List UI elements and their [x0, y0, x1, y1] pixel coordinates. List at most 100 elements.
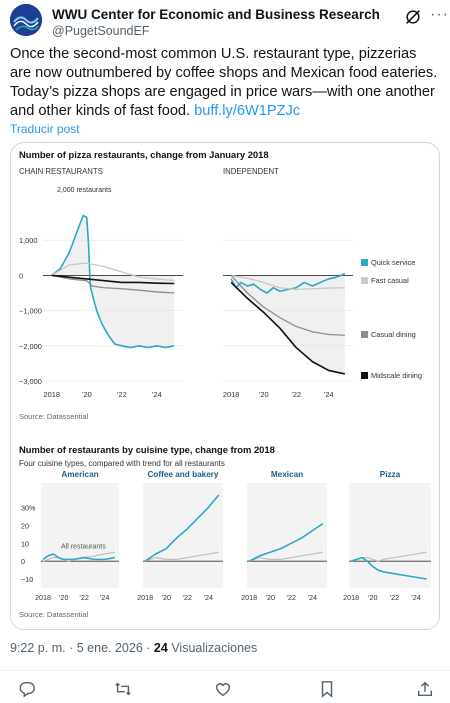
- independent-panel-label: INDEPENDENT: [223, 167, 279, 176]
- top-y-tick: 1,000: [19, 236, 38, 245]
- cuisine-series-line: [248, 522, 324, 562]
- cuisine-x-tick: ’24: [203, 593, 213, 602]
- post-image[interactable]: Number of pizza restaurants, change from…: [10, 142, 440, 630]
- cuisine-x-tick: ’20: [265, 593, 275, 602]
- chain-series-fast-casual: [51, 262, 175, 282]
- views-count: 24: [153, 641, 168, 655]
- cuisine-y-tick: 30%: [21, 504, 36, 513]
- cuisine-x-tick: 2018: [137, 593, 153, 602]
- y-unit-label: 2,000 restaurants: [57, 187, 112, 194]
- independent-series-midscale-dining: [230, 281, 346, 375]
- cuisine-panel-title: American: [61, 470, 98, 479]
- retweet-icon[interactable]: [114, 680, 132, 698]
- independent-series-fast-casual: [231, 274, 345, 291]
- cuisine-x-tick: 2018: [343, 593, 359, 602]
- bookmark-icon[interactable]: [318, 680, 336, 698]
- author-name[interactable]: WWU Center for Economic and Business Res…: [52, 7, 380, 22]
- legend-swatch: [361, 331, 368, 338]
- chain-series-casual-dining: [51, 274, 175, 294]
- cuisine-x-tick: ’20: [161, 593, 171, 602]
- source-bottom: Source: Datassential: [19, 610, 89, 619]
- source-top: Source: Datassential: [19, 412, 89, 421]
- cuisine-y-tick: 10: [21, 539, 29, 548]
- independent-x-tick: ’22: [291, 390, 301, 399]
- post-header: WWU Center for Economic and Business Res…: [10, 4, 448, 40]
- top-y-tick: −3,000: [19, 377, 42, 386]
- more-icon[interactable]: ···: [430, 6, 449, 23]
- independent-series-quick-service: [230, 272, 346, 294]
- grok-icon[interactable]: [404, 8, 422, 26]
- all-restaurants-line: [248, 551, 323, 562]
- chart-image: Number of pizza restaurants, change from…: [19, 149, 431, 619]
- author-handle[interactable]: @PugetSoundEF: [52, 24, 150, 38]
- divider: [0, 670, 450, 671]
- post-text: Once the second-most common U.S. restaur…: [10, 45, 440, 121]
- independent-x-tick: 2018: [223, 390, 239, 399]
- cuisine-series-line: [42, 553, 116, 561]
- cuisine-series-line: [350, 556, 427, 580]
- independent-area-fill: [231, 275, 345, 374]
- cuisine-x-tick: ’20: [368, 593, 378, 602]
- post-link[interactable]: buff.ly/6W1PZJc: [194, 103, 301, 119]
- all-restaurants-line: [144, 551, 219, 562]
- independent-x-tick: ’20: [259, 390, 269, 399]
- translate-link[interactable]: Traducir post: [10, 122, 80, 136]
- cuisine-panel-title: Pizza: [380, 470, 401, 479]
- post-body: Once the second-most common U.S. restaur…: [10, 46, 438, 119]
- legend-swatch: [361, 277, 368, 284]
- cuisine-x-tick: ’24: [411, 593, 421, 602]
- independent-series-casual-dining: [230, 274, 345, 336]
- cuisine-y-tick: −10: [21, 575, 33, 584]
- post-time[interactable]: 9:22 p. m.: [10, 641, 66, 655]
- chain-x-tick: ’20: [82, 390, 92, 399]
- avatar[interactable]: [10, 4, 42, 36]
- cuisine-panel-bg: [247, 483, 327, 588]
- cuisine-panel-bg: [349, 483, 431, 588]
- cuisine-panel-bg: [41, 483, 119, 588]
- cuisine-x-tick: ’20: [59, 593, 69, 602]
- chain-x-tick: ’22: [117, 390, 127, 399]
- all-restaurants-line: [42, 551, 115, 562]
- legend-label: Quick service: [371, 258, 415, 267]
- like-icon[interactable]: [214, 680, 232, 698]
- reply-icon[interactable]: [18, 680, 36, 698]
- legend-swatch: [361, 259, 368, 266]
- chain-x-tick: ’24: [152, 390, 162, 399]
- legend-label: Casual dining: [371, 330, 416, 339]
- chain-panel-label: CHAIN RESTAURANTS: [19, 167, 103, 176]
- post-date[interactable]: 5 ene. 2026: [76, 641, 143, 655]
- legend-label: Midscale dining: [371, 371, 422, 380]
- cuisine-panel-title: Mexican: [271, 470, 303, 479]
- cuisine-x-tick: ’22: [390, 593, 400, 602]
- meta-dot: ·: [69, 641, 74, 655]
- cuisine-panel-bg: [143, 483, 223, 588]
- cuisine-y-tick: 20: [21, 521, 29, 530]
- top-y-tick: −2,000: [19, 342, 42, 351]
- avatar-logo-icon: [10, 4, 42, 36]
- cuisine-x-tick: ’22: [79, 593, 89, 602]
- bottom-chart-title: Number of restaurants by cuisine type, c…: [19, 444, 275, 455]
- chain-x-tick: 2018: [44, 390, 60, 399]
- post-meta: 9:22 p. m. · 5 ene. 2026 · 24 Visualizac…: [10, 641, 257, 655]
- cuisine-x-tick: ’24: [100, 593, 110, 602]
- top-chart-title: Number of pizza restaurants, change from…: [19, 149, 269, 160]
- bottom-chart-subtitle: Four cuisine types, compared with trend …: [19, 459, 225, 468]
- top-y-tick: −1,000: [19, 307, 42, 316]
- top-y-tick: 0: [19, 271, 23, 280]
- chain-series-midscale-dining: [51, 274, 175, 285]
- independent-x-tick: ’24: [324, 390, 334, 399]
- legend-swatch: [361, 372, 368, 379]
- cuisine-panel-title: Coffee and bakery: [148, 470, 219, 479]
- all-restaurants-label: All restaurants: [61, 544, 106, 551]
- cuisine-y-tick: 0: [21, 557, 25, 566]
- cuisine-x-tick: 2018: [241, 593, 257, 602]
- cuisine-series-line: [144, 494, 220, 562]
- cuisine-x-tick: 2018: [35, 593, 51, 602]
- cuisine-x-tick: ’22: [182, 593, 192, 602]
- chain-series-quick-service: [51, 214, 175, 349]
- cuisine-x-tick: ’22: [286, 593, 296, 602]
- legend-label: Fast casual: [371, 276, 409, 285]
- meta-dot-2: ·: [146, 641, 151, 655]
- action-bar: [0, 680, 450, 700]
- share-icon[interactable]: [416, 680, 434, 698]
